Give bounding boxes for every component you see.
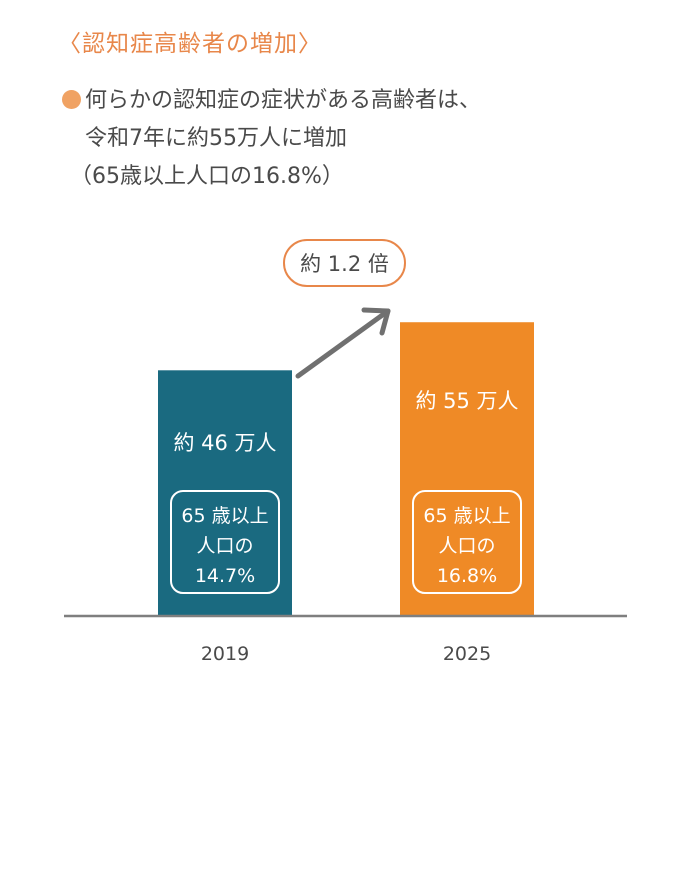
summary-line-1-text: 何らかの認知症の症状がある高齢者は、 <box>85 88 482 113</box>
page-title: 〈認知症高齢者の増加〉 <box>58 31 322 57</box>
summary-line-2: 令和7年に約55万人に増加 <box>85 126 347 151</box>
share-box-2019 <box>170 490 280 594</box>
share-label-2025-1: 65 歳以上 <box>423 505 510 527</box>
growth-arrow <box>295 307 391 379</box>
summary-line-3: （65歳以上人口の16.8%） <box>70 164 344 189</box>
x-tick-label-2019: 2019 <box>201 643 249 665</box>
summary-line-1: 何らかの認知症の症状がある高齢者は、 <box>62 82 481 120</box>
share-label-2019-2: 人口の <box>196 535 253 557</box>
bar-2019 <box>158 370 292 616</box>
x-tick-labels: 2019 2025 <box>201 643 491 665</box>
share-box-2025 <box>412 490 522 594</box>
x-tick-label-2025: 2025 <box>443 643 491 665</box>
share-label-2019-1: 65 歳以上 <box>181 505 268 527</box>
bar-2025 <box>400 322 534 616</box>
summary-text: 何らかの認知症の症状がある高齢者は、 令和7年に約55万人に増加 （65歳以上人… <box>62 82 481 196</box>
growth-arrow-head <box>361 307 391 336</box>
callout-label: 約 1.2 倍 <box>300 252 389 276</box>
growth-arrow-shaft <box>295 308 391 379</box>
share-label-2025-2: 人口の <box>438 535 495 557</box>
share-label-2025-3: 16.8% <box>437 565 497 587</box>
growth-callout: 約 1.2 倍 <box>283 239 406 287</box>
share-label-2019-3: 14.7% <box>195 565 255 587</box>
bar-value-label-2025: 約 55 万人 <box>415 389 518 413</box>
bar-value-label-2019: 約 46 万人 <box>173 431 276 455</box>
bullet-dot-icon <box>62 90 81 109</box>
callout-pill <box>283 239 406 287</box>
